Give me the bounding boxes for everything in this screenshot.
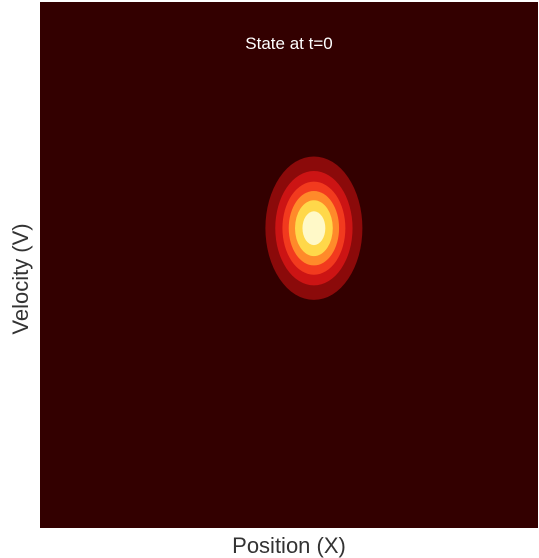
contour-level-6 xyxy=(302,211,326,246)
y-axis-label: Velocity (V) xyxy=(8,223,33,334)
chart-title: State at t=0 xyxy=(245,34,332,53)
contour-layer xyxy=(265,156,363,300)
x-axis-label: Position (X) xyxy=(232,533,346,558)
